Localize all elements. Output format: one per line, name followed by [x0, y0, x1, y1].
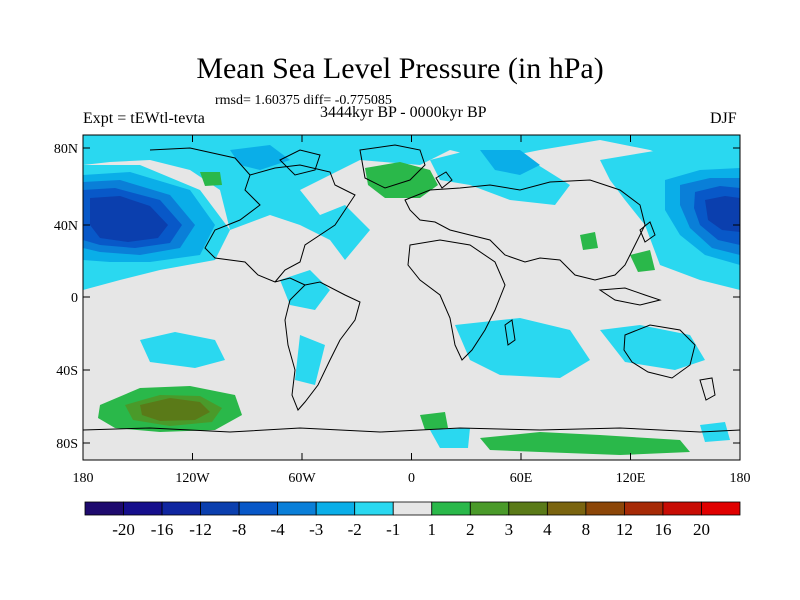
coastline-uk [435, 171, 453, 189]
colorbar-swatch [508, 501, 548, 516]
coastline-hudson-bay [279, 149, 321, 176]
colorbar-label: -1 [386, 520, 400, 539]
colorbar-swatch [84, 501, 124, 516]
coastline-indonesia [598, 287, 662, 306]
colorbar-label: 4 [543, 520, 552, 539]
coastline-madagascar [504, 319, 516, 346]
season-label: DJF [710, 110, 737, 127]
time-period-label: 3444kyr BP - 0000kyr BP [320, 104, 487, 121]
colorbar-label: 20 [693, 520, 710, 539]
map-panel [83, 135, 740, 460]
colorbar-swatch [354, 501, 394, 516]
map-title: Mean Sea Level Pressure (in hPa) [196, 52, 604, 85]
colorbar-swatch [585, 501, 625, 516]
coastlines [83, 144, 740, 433]
colorbar-label: -3 [309, 520, 323, 539]
contour-fill-minus8 [90, 196, 740, 242]
colorbar-swatch [624, 501, 664, 516]
colorbar-label: 2 [466, 520, 475, 539]
colorbar-label: -16 [151, 520, 174, 539]
coastline-south-america [284, 281, 361, 411]
colorbar-label: 12 [616, 520, 633, 539]
x-tick-label: 120E [616, 471, 646, 486]
colorbar-label: -2 [348, 520, 362, 539]
x-tick-label: 180 [730, 471, 751, 486]
x-axis: 180 120W 60W 0 60E 120E 180 [73, 135, 751, 486]
colorbar-label: -8 [232, 520, 246, 539]
coastline-australia [623, 324, 696, 379]
x-tick-label: 0 [408, 471, 415, 486]
rmsd-diff-stats: rmsd= 1.60375 diff= -0.775085 [215, 93, 392, 108]
colorbar-swatch [277, 501, 317, 516]
colorbar-label: 16 [654, 520, 671, 539]
coastline-antarctica [83, 427, 740, 433]
y-tick-label: 40S [56, 364, 78, 379]
colorbar-swatch [469, 501, 510, 516]
colorbar-label: 1 [428, 520, 437, 539]
colorbar-swatch [546, 501, 587, 516]
contour-fill-plus3 [140, 398, 210, 421]
colorbar-swatch [662, 501, 702, 516]
x-tick-label: 180 [73, 471, 94, 486]
colorbar-swatch [315, 501, 356, 516]
coastline-north-america-west [149, 147, 306, 286]
colorbar-label: -20 [112, 520, 135, 539]
y-tick-label: 40N [54, 219, 78, 234]
coastline-eurasia [404, 179, 646, 281]
x-tick-label: 120W [175, 471, 210, 486]
colorbar-label: -12 [189, 520, 212, 539]
x-tick-label: 60E [510, 471, 533, 486]
coastline-africa [407, 239, 506, 361]
colorbar-swatch [701, 501, 741, 516]
coastline-japan [639, 221, 656, 243]
coastline-greenland [359, 144, 426, 189]
y-axis: 80N 40N 0 40S 80S [54, 142, 740, 452]
y-tick-label: 0 [71, 291, 78, 306]
colorbar-label: -4 [271, 520, 286, 539]
colorbar-label: 3 [505, 520, 514, 539]
colorbar-swatch [431, 501, 471, 516]
colorbar-swatch [200, 501, 240, 516]
experiment-label: Expt = tEWtl-tevta [83, 110, 205, 127]
coastline-north-america-east [249, 164, 356, 283]
colorbar-swatch [123, 501, 163, 516]
colorbar-swatch [238, 501, 279, 516]
colorbar-label: 8 [582, 520, 591, 539]
y-tick-label: 80N [54, 142, 78, 157]
y-tick-label: 80S [56, 437, 78, 452]
colorbar-swatch [161, 501, 201, 516]
x-tick-label: 60W [288, 471, 316, 486]
coastline-new-zealand [699, 377, 716, 401]
colorbar-swatch [392, 501, 433, 516]
colorbar: -20 -16 -12 -8 -4 -3 -2 -1 1 2 3 4 8 12 16 20 [84, 501, 741, 539]
